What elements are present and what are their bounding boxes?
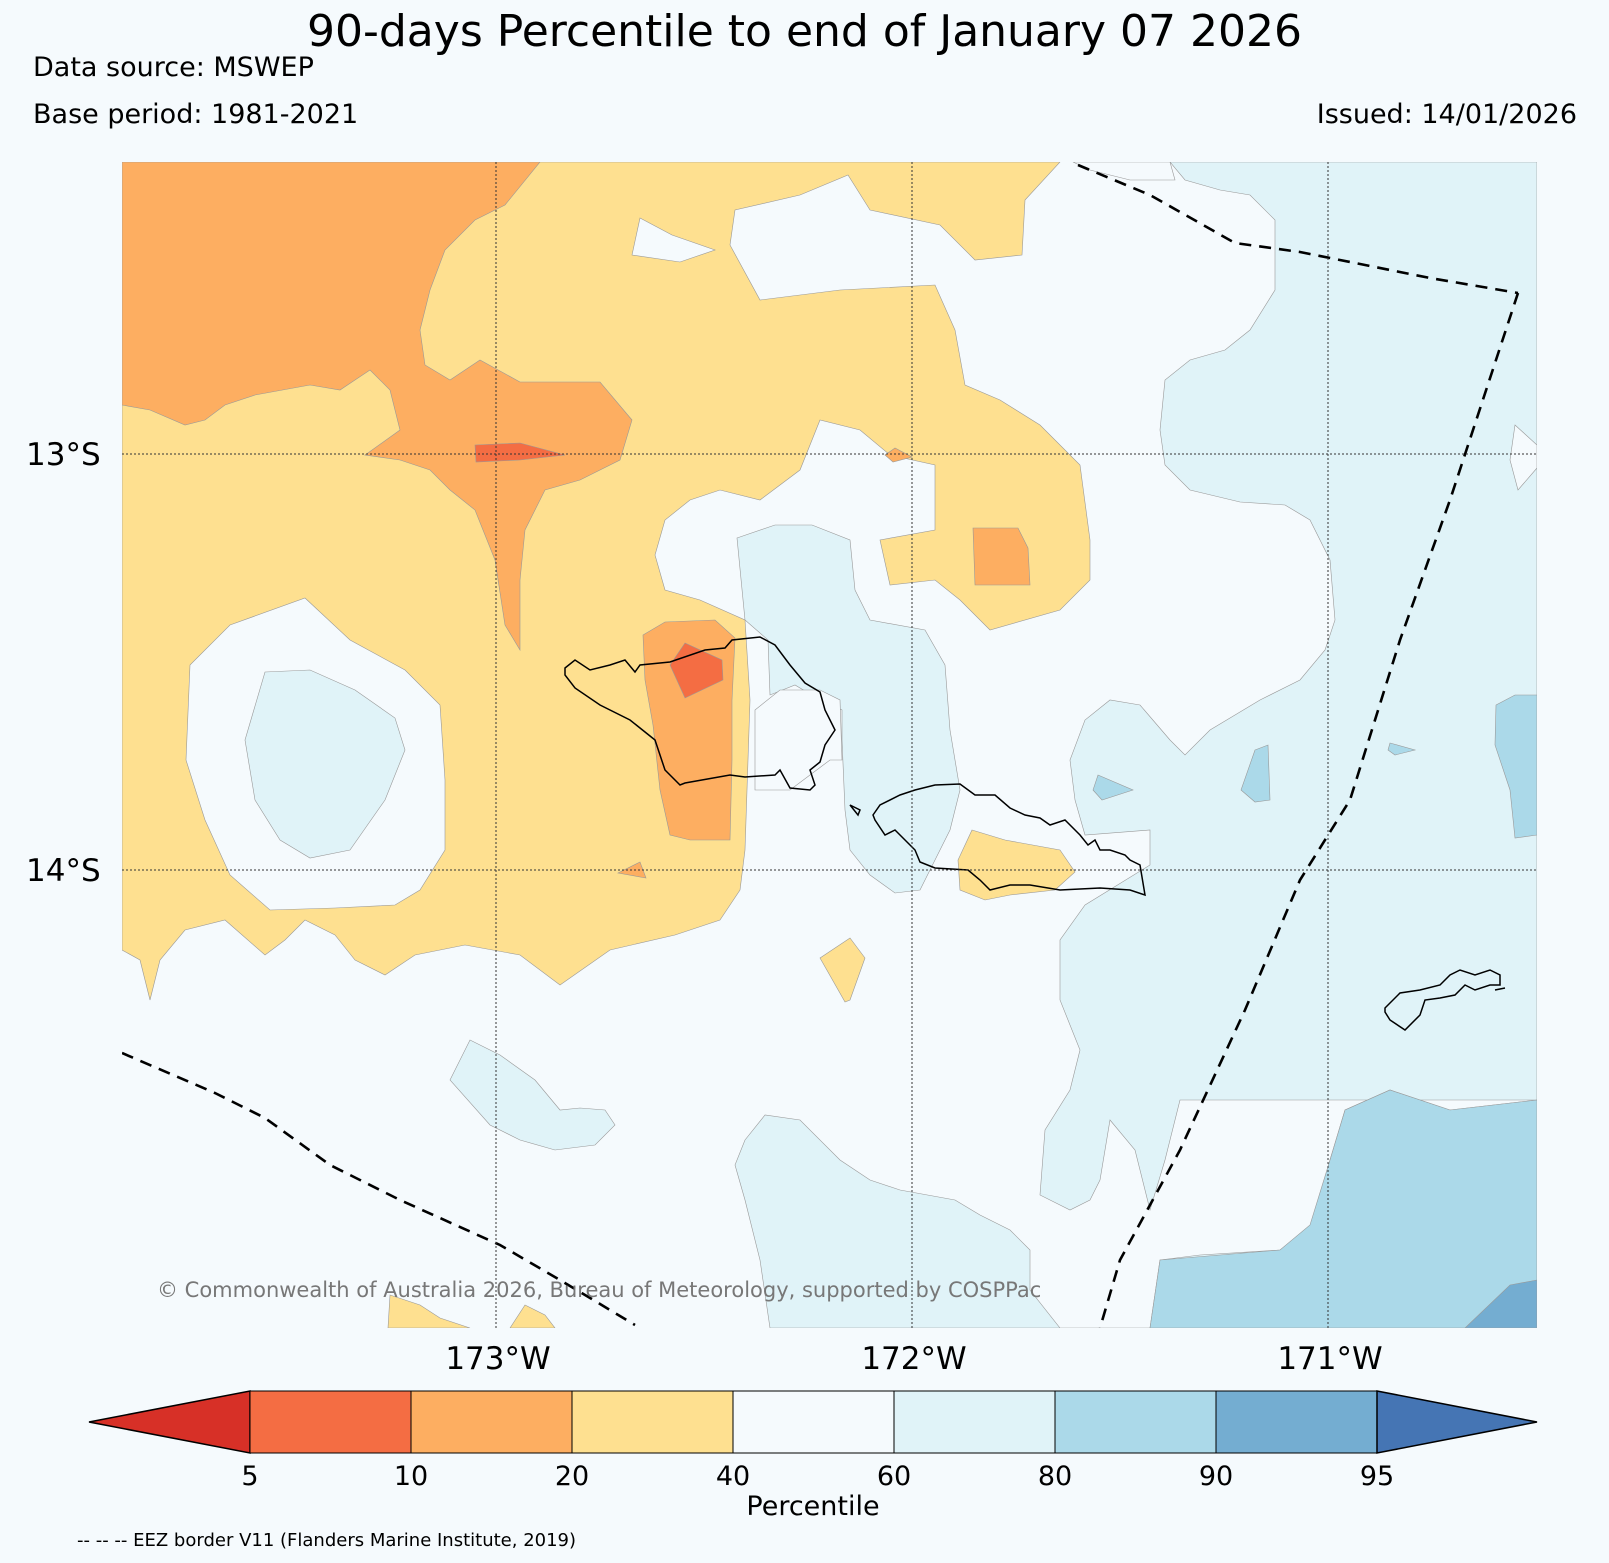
base-period-label: Base period: 1981-2021: [33, 99, 359, 130]
band-80-90-c: [1387, 742, 1417, 756]
band-20-40-south-c: [509, 1304, 556, 1328]
band-60-80-southwest: [449, 1039, 616, 1151]
colorbar-tick-90: 90: [1199, 1461, 1233, 1492]
band-80-90-d: [1494, 694, 1537, 839]
band-60-80-east: [734, 162, 1537, 1328]
eez-footnote: -- -- -- EEZ border V11 (Flanders Marine…: [77, 1530, 577, 1551]
manono-coastline: [849, 804, 861, 817]
lon-label-172w: 172°W: [861, 1341, 966, 1377]
colorbar-tick-5: 5: [241, 1461, 258, 1492]
eez-border-east: [1098, 292, 1520, 1328]
colorbar-90-95: [1215, 1390, 1378, 1454]
savaii-coastline: [564, 636, 836, 791]
eez-border-north: [1077, 163, 1519, 295]
colorbar-tick-20: 20: [555, 1461, 589, 1492]
colorbar-extend-high: [1376, 1390, 1538, 1454]
colorbar-40-60: [732, 1390, 895, 1454]
band-20-40-south-b: [387, 1294, 471, 1328]
colorbar-tick-95: 95: [1360, 1461, 1394, 1492]
data-source-label: Data source: MSWEP: [33, 52, 314, 83]
colorbar-extend-low: [88, 1390, 251, 1454]
band-10-20-small-b: [972, 527, 1031, 586]
colorbar-tick-40: 40: [716, 1461, 750, 1492]
percentile-map: © Commonwealth of Australia 2026, Bureau…: [26, 162, 1538, 1520]
lat-label-14s: 14°S: [26, 853, 101, 889]
issued-date-label: Issued: 14/01/2026: [1316, 99, 1577, 130]
band-80-90-southeast: [1149, 1089, 1537, 1328]
band-60-80-west: [244, 669, 406, 859]
band-80-90-b: [1240, 744, 1271, 803]
colorbar-20-40: [571, 1390, 734, 1454]
colorbar: 5 10 20 40 60 80 90 95 Percentile: [88, 1390, 1538, 1520]
map-title: 90-days Percentile to end of January 07 …: [307, 6, 1302, 57]
colorbar-tick-10: 10: [394, 1461, 428, 1492]
band-80-90-a: [1092, 774, 1134, 801]
band-10-20-small-a: [884, 447, 913, 463]
colorbar-80-90: [1054, 1390, 1217, 1454]
colorbar-tick-80: 80: [1038, 1461, 1072, 1492]
band-60-80-central: [736, 524, 961, 894]
band-90-95-corner: [1464, 1279, 1537, 1328]
colorbar-label: Percentile: [746, 1491, 879, 1520]
lon-label-173w: 173°W: [445, 1341, 550, 1377]
band-40-60-savaii: [754, 689, 843, 791]
colorbar-60-80: [893, 1390, 1056, 1454]
colorbar-5-10: [249, 1390, 412, 1454]
eez-border-southwest: [122, 1051, 636, 1327]
tutuila-coastline: [1384, 969, 1506, 1031]
colorbar-tick-60: 60: [877, 1461, 911, 1492]
contour-field: © Commonwealth of Australia 2026, Bureau…: [122, 162, 1537, 1328]
band-10-20-northwest: [122, 162, 633, 652]
band-20-40-upolu: [957, 829, 1076, 901]
colorbar-10-20: [410, 1390, 573, 1454]
lon-label-171w: 171°W: [1277, 1341, 1382, 1377]
copyright-notice: © Commonwealth of Australia 2026, Bureau…: [157, 1278, 1041, 1302]
band-40-60-north-hole: [631, 217, 716, 263]
band-5-10-streak: [474, 442, 566, 463]
upolu-coastline: [872, 783, 1146, 897]
lat-label-13s: 13°S: [26, 437, 101, 473]
band-20-40-south-a: [819, 937, 866, 1003]
